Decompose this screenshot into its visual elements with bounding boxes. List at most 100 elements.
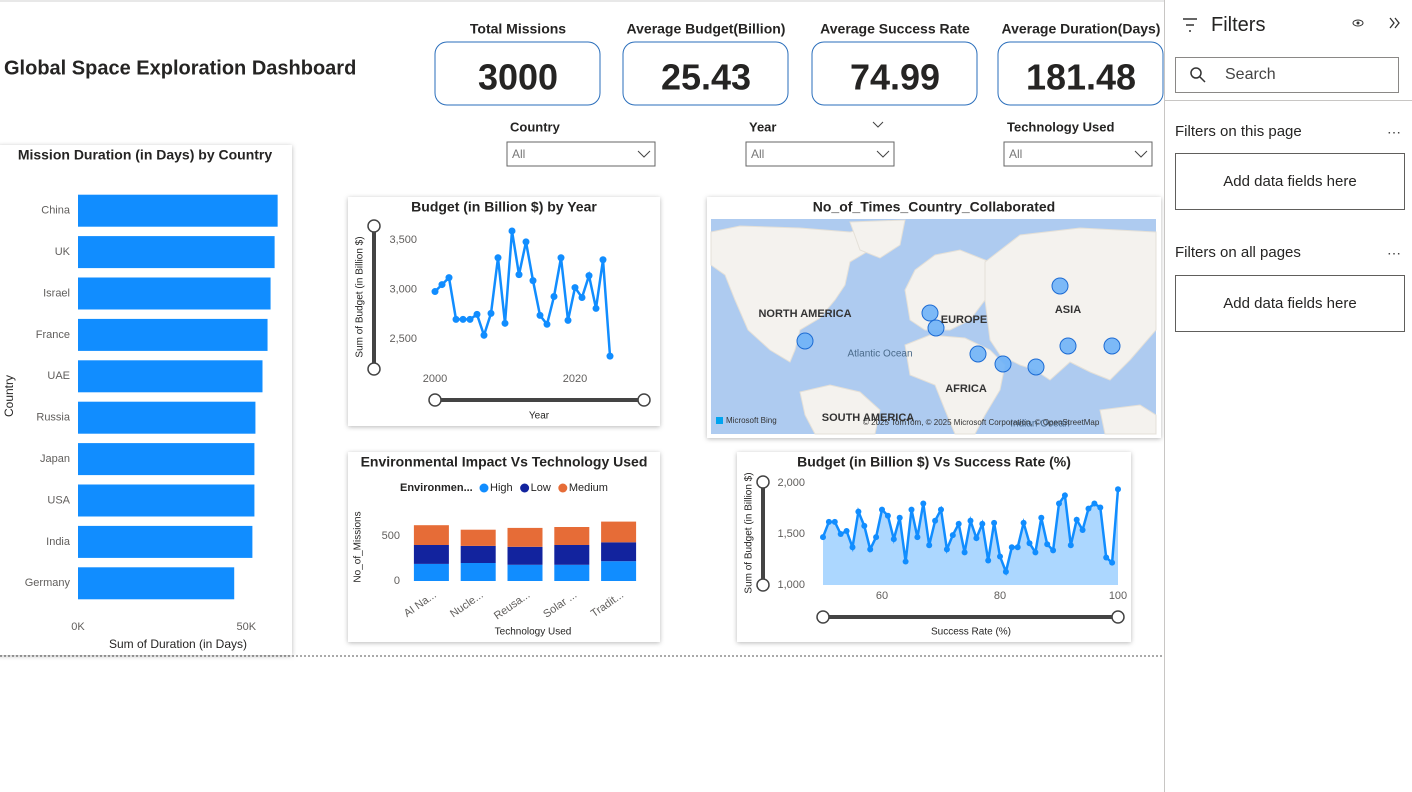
filters-pane: Filters Search Filters on this page ⋯ Ad…	[1164, 0, 1412, 792]
slicer-dropdown[interactable]	[506, 141, 656, 167]
map-bubble[interactable]	[1103, 337, 1121, 355]
map-label: SOUTH AMERICA	[822, 412, 915, 424]
drop-zone[interactable]: Add data fields here	[1175, 153, 1405, 210]
kpi-label: Average Success Rate	[820, 21, 970, 37]
bar	[78, 484, 255, 517]
bar-segment	[554, 564, 590, 581]
data-point	[867, 546, 874, 553]
data-point	[1038, 514, 1045, 521]
slider-handle[interactable]	[367, 362, 381, 376]
drop-zone[interactable]: Add data fields here	[1175, 275, 1405, 332]
data-point	[961, 549, 968, 556]
data-point	[843, 527, 850, 534]
section-label: Filters on this page	[1175, 123, 1302, 140]
more-options[interactable]: ⋯	[1387, 124, 1402, 140]
pane-icons[interactable]	[1350, 14, 1410, 34]
data-point	[1056, 500, 1062, 507]
x-axis-title: Sum of Duration (in Days)	[109, 637, 247, 651]
slider-handle[interactable]	[756, 578, 770, 592]
data-point	[908, 506, 915, 513]
land	[710, 225, 881, 363]
data-point	[1008, 544, 1015, 551]
data-point	[902, 558, 909, 565]
ocean-label: Indian Ocean	[1010, 419, 1070, 430]
data-point	[1073, 516, 1080, 523]
x-tick-label: 2000	[423, 373, 447, 385]
search-box[interactable]: Search	[1175, 57, 1399, 93]
filters-title: Filters	[1211, 14, 1266, 36]
data-point	[1067, 542, 1074, 549]
map-bubble[interactable]	[969, 345, 987, 363]
slicer-row: Country All Year All Technology Used All	[506, 119, 1153, 167]
bar-segment	[601, 561, 637, 581]
land	[799, 384, 881, 435]
legend-title: Environmen...	[400, 482, 473, 494]
data-point	[1014, 544, 1021, 551]
slicer-dropdown[interactable]	[745, 141, 895, 167]
bar	[78, 236, 275, 269]
slider-handle[interactable]	[1111, 610, 1125, 624]
x-tick-label: 100	[1109, 590, 1127, 602]
slider-handle[interactable]	[637, 393, 651, 407]
map-bubble[interactable]	[796, 332, 814, 350]
data-point	[879, 506, 885, 513]
data-point	[1026, 540, 1033, 547]
legend-swatch	[479, 483, 489, 493]
data-point	[480, 331, 488, 339]
dashboard-title: Global Space Exploration Dashboard	[4, 57, 356, 79]
slicer-label: Technology Used	[1007, 119, 1114, 134]
data-point	[914, 534, 921, 541]
slider-handle[interactable]	[816, 610, 830, 624]
kpi-value: 181.48	[1026, 57, 1136, 98]
data-point	[466, 315, 474, 323]
slicer-value: All	[1009, 147, 1022, 161]
slider-handle[interactable]	[428, 393, 442, 407]
slicer-dropdown[interactable]	[1003, 141, 1153, 167]
expand-chevron[interactable]	[872, 121, 884, 128]
more-options[interactable]: ⋯	[1387, 245, 1402, 261]
slider-handle[interactable]	[367, 219, 381, 233]
legend-label: Medium	[569, 482, 608, 494]
data-point	[861, 522, 868, 529]
map-bubble[interactable]	[994, 355, 1012, 373]
bar	[78, 360, 263, 393]
data-point	[1032, 549, 1039, 556]
data-point	[926, 542, 933, 549]
x-tick-label: 2020	[563, 373, 587, 385]
bar-segment	[460, 563, 496, 581]
map-provider: Microsoft Bing	[726, 416, 777, 425]
map-bubble[interactable]	[927, 319, 945, 337]
data-point	[1050, 547, 1057, 554]
dropdown-chevron	[637, 150, 651, 158]
map-bubble[interactable]	[1027, 358, 1045, 376]
y-axis-title: No_of_Missions	[353, 511, 364, 582]
data-point	[938, 506, 944, 513]
search-icon	[1190, 67, 1206, 83]
chart-title: Budget (in Billion $) Vs Success Rate (%…	[797, 454, 1071, 470]
data-point	[985, 557, 992, 564]
data-point	[1109, 559, 1116, 566]
data-point	[529, 277, 537, 285]
data-point	[1044, 541, 1051, 548]
bar	[78, 277, 271, 310]
y-tick-label: 1,000	[777, 579, 805, 591]
slider-handle[interactable]	[756, 475, 770, 489]
bar-segment	[413, 563, 449, 581]
data-point	[932, 517, 939, 524]
map-bubble[interactable]	[1051, 277, 1069, 295]
y-tick-label: 0	[394, 575, 400, 587]
y-axis-title: Sum of Budget (in Billion $)	[355, 236, 366, 357]
y-axis-title: Country	[2, 375, 16, 417]
y-tick-label: Japan	[40, 453, 70, 465]
map-bubble[interactable]	[921, 304, 939, 322]
bar	[78, 318, 268, 351]
data-point	[943, 546, 950, 553]
map-bubble[interactable]	[1059, 337, 1077, 355]
kpi-card	[997, 41, 1164, 106]
data-point	[445, 274, 453, 282]
data-point	[825, 518, 832, 525]
kpi-value: 3000	[478, 57, 558, 98]
chart-title: Mission Duration (in Days) by Country	[18, 147, 273, 163]
filter-icon	[1183, 18, 1197, 32]
